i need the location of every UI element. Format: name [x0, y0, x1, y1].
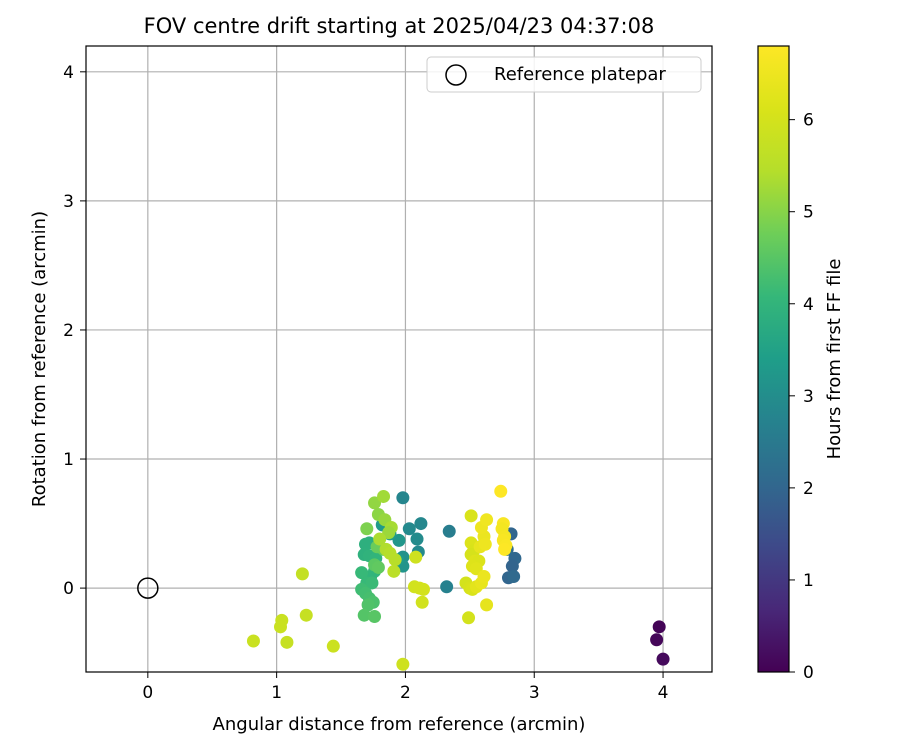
data-point: [440, 580, 454, 594]
data-point: [396, 491, 410, 505]
data-point: [355, 566, 369, 580]
data-point: [359, 537, 373, 551]
chart-title: FOV centre drift starting at 2025/04/23 …: [144, 14, 655, 38]
data-point: [507, 569, 521, 583]
data-point: [246, 634, 260, 648]
data-point: [361, 598, 375, 612]
data-point: [396, 657, 410, 671]
data-point: [494, 484, 508, 498]
colorbar: [757, 45, 790, 673]
data-point: [392, 533, 406, 547]
colorbar-tick-label: 2: [803, 479, 814, 499]
colorbar-tick-label: 4: [803, 295, 814, 315]
data-point: [365, 576, 379, 590]
data-point: [377, 489, 391, 503]
colorbar-tick-label: 1: [803, 571, 814, 591]
data-point: [416, 582, 430, 596]
data-point: [505, 559, 519, 573]
colorbar-tick-label: 5: [803, 203, 814, 223]
legend: Reference platepar: [426, 56, 702, 93]
colorbar-ticks: 0 1 2 3 4 5 6: [789, 111, 814, 683]
data-point: [652, 620, 666, 634]
data-point: [368, 496, 382, 510]
data-point: [464, 509, 478, 523]
data-point: [382, 526, 396, 540]
data-point: [368, 609, 382, 623]
x-tick-label: 2: [400, 683, 411, 703]
y-tick-label: 4: [63, 63, 74, 83]
data-point: [650, 633, 664, 647]
data-point: [414, 517, 428, 531]
data-point: [478, 537, 492, 551]
data-point: [656, 652, 670, 666]
data-point: [387, 564, 401, 578]
x-tick-label: 3: [529, 683, 540, 703]
x-tick-label: 1: [271, 683, 282, 703]
data-point: [480, 598, 494, 612]
x-tick-label: 0: [142, 683, 153, 703]
data-point: [326, 639, 340, 653]
data-point: [402, 522, 416, 536]
data-point: [410, 532, 424, 546]
data-point: [480, 513, 494, 527]
data-point: [388, 553, 402, 567]
data-point: [373, 532, 387, 546]
data-point: [442, 524, 456, 538]
data-point: [498, 542, 512, 556]
x-axis-label: Angular distance from reference (arcmin): [213, 714, 586, 735]
reference-platepar-marker: [137, 577, 159, 599]
data-points: [246, 484, 670, 671]
y-tick-label: 0: [63, 579, 74, 599]
grid-lines: [86, 46, 712, 672]
data-point: [299, 608, 313, 622]
legend-entry-label: Reference platepar: [494, 64, 666, 85]
y-tick-label: 1: [63, 450, 74, 470]
y-axis-label: Rotation from reference (arcmin): [29, 211, 50, 507]
data-point: [273, 620, 287, 634]
plot-area-frame: [85, 45, 713, 673]
colorbar-tick-label: 0: [803, 663, 814, 683]
x-axis-ticks: 0 1 2 3 4: [142, 672, 668, 703]
data-point: [371, 560, 385, 574]
colorbar-label: Hours from first FF file: [824, 259, 845, 460]
y-axis-ticks: 0 1 2 3 4: [63, 63, 86, 599]
data-point: [295, 567, 309, 581]
data-point: [415, 595, 429, 609]
data-point: [409, 550, 423, 564]
y-tick-label: 3: [63, 192, 74, 212]
data-point: [280, 635, 294, 649]
data-point: [477, 569, 491, 583]
data-point: [462, 611, 476, 625]
x-tick-label: 4: [658, 683, 669, 703]
legend-box: [426, 56, 702, 93]
y-tick-label: 2: [63, 321, 74, 341]
colorbar-tick-label: 3: [803, 387, 814, 407]
legend-marker-icon: [445, 64, 467, 86]
data-point: [360, 522, 374, 536]
colorbar-tick-label: 6: [803, 111, 814, 131]
data-point: [357, 608, 371, 622]
